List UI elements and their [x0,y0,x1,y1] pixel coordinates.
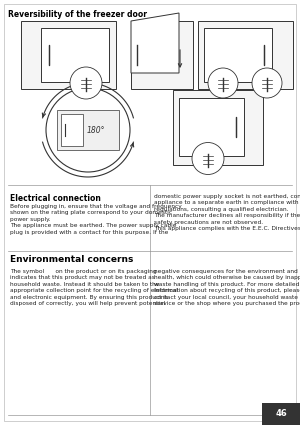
Polygon shape [131,13,179,73]
Text: Reversibility of the freezer door: Reversibility of the freezer door [8,10,147,19]
Circle shape [208,68,238,98]
Text: Environmental concerns: Environmental concerns [10,255,134,264]
Text: negative consequences for the environment and human
health, which could otherwis: negative consequences for the environmen… [154,269,300,306]
Bar [173,90,263,164]
Bar [204,28,272,82]
Text: 46: 46 [275,410,287,419]
Circle shape [252,68,282,98]
Bar [197,21,292,89]
Text: domestic power supply socket is not earthed, connect the
appliance to a separate: domestic power supply socket is not eart… [154,194,300,231]
Text: Electrical connection: Electrical connection [10,194,101,203]
Bar [20,21,116,89]
Bar [262,403,300,425]
Circle shape [192,142,224,175]
Bar [41,28,109,82]
Bar [179,98,244,156]
Text: Before plugging in, ensure that the voltage and frequency
shown on the rating pl: Before plugging in, ensure that the volt… [10,204,182,235]
Circle shape [46,88,130,172]
Bar [57,110,119,150]
Circle shape [70,67,102,99]
Text: The symbol      on the product or on its packaging
indicates that this product m: The symbol on the product or on its pack… [10,269,178,306]
Text: 180°: 180° [87,125,105,134]
Bar [61,114,83,146]
Bar [131,21,193,89]
